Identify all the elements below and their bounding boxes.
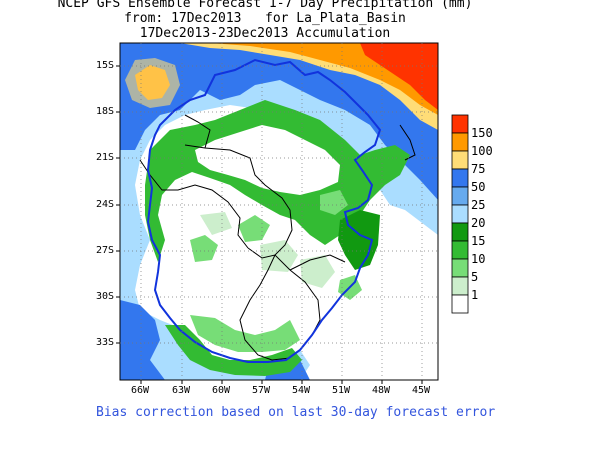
legend-swatch [451,222,469,242]
lat-label-21s: 21S [96,152,115,163]
legend-label-150: 150 [471,126,493,140]
lon-label-60w: 60W [212,385,231,396]
legend-swatch [451,276,469,296]
legend-label-25: 25 [471,198,486,212]
bias-correction-note: Bias correction based on last 30-day for… [96,405,496,420]
legend-label-10: 10 [471,252,486,266]
lon-label-54w: 54W [292,385,311,396]
legend-colorbar [451,114,469,314]
legend-label-1: 1 [471,288,479,302]
legend-label-5: 5 [471,270,479,284]
legend-swatch [451,132,469,152]
la-plata-basin-outline [146,58,382,363]
contour-25mm [120,43,438,380]
title-line-1: NCEP GFS Ensemble Forecast 1-7 Day Preci… [57,0,473,11]
lat-label-30s: 30S [96,291,115,302]
contour-50mm [120,43,438,200]
map-frame [119,42,439,381]
contour-150mm [360,43,438,110]
patch-1mm-2 [200,212,232,235]
legend-swatch [451,186,469,206]
lon-label-66w: 66W [131,385,150,396]
contour-10mm-south [165,325,302,376]
legend-label-100: 100 [471,144,493,158]
lon-label-45w: 45W [412,385,431,396]
dry-north [195,125,340,195]
contour-50mm-south [120,300,165,380]
legend-swatch [451,204,469,224]
lon-label-51w: 51W [332,385,351,396]
patch-5mm-1 [190,235,218,262]
map-field [120,43,438,380]
country-borders [139,114,416,361]
patch-1mm-3 [300,255,335,288]
lat-label-24s: 24S [96,199,115,210]
title-line-2: from: 17Dec2013 for La_Plata_Basin [124,11,406,26]
patch-5mm-4 [320,190,348,215]
legend-swatch [451,114,469,134]
lat-label-18s: 18S [96,106,115,117]
legend-label-15: 15 [471,234,486,248]
lon-label-57w: 57W [252,385,271,396]
lon-label-48w: 48W [372,385,391,396]
lat-label-27s: 27S [96,245,115,256]
legend-label-50: 50 [471,180,486,194]
legend-label-75: 75 [471,162,486,176]
legend-swatch [451,240,469,260]
legend-swatch [451,294,469,314]
graticule [120,43,438,380]
legend-swatch [451,258,469,278]
lon-label-63w: 63W [172,385,191,396]
contour-75mm-west [125,58,180,108]
title-line-3: 17Dec2013-23Dec2013 Accumulation [139,26,391,41]
tick-marks [116,65,423,384]
patch-1mm-1 [260,240,298,272]
legend-swatch [451,150,469,170]
legend-label-20: 20 [471,216,486,230]
lat-label-15s: 15S [96,60,115,71]
lat-label-33s: 33S [96,337,115,348]
legend-swatch [451,168,469,188]
